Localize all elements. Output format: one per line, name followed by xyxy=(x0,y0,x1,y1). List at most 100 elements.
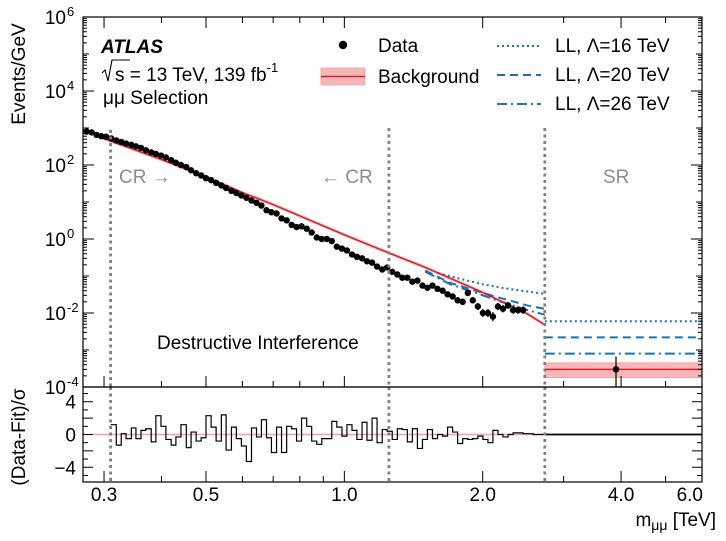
data-point xyxy=(399,274,406,281)
data-point xyxy=(202,174,210,182)
data-point xyxy=(318,235,325,243)
x-axis-title: mμμ [TeV] xyxy=(635,510,716,533)
x-tick-label: 0.5 xyxy=(193,485,219,506)
data-point xyxy=(177,161,185,169)
y-tick-label-exp: -2 xyxy=(67,300,79,315)
data-point xyxy=(278,215,285,222)
data-point xyxy=(404,274,411,281)
signal-curve-4 xyxy=(424,269,546,310)
data-point xyxy=(414,277,421,284)
data-point xyxy=(298,223,305,230)
legend-signal-20-label: LL, Λ=20 TeV xyxy=(555,65,670,86)
data-point xyxy=(394,271,401,278)
data-point xyxy=(348,251,356,258)
data-point xyxy=(293,223,300,231)
data-point xyxy=(238,192,245,199)
data-point xyxy=(248,197,255,204)
y-tick-label: 10 xyxy=(45,8,66,29)
data-point xyxy=(157,152,165,159)
signal-curve-3 xyxy=(437,272,545,295)
legend-signal-26-label: LL, Λ=26 TeV xyxy=(555,94,670,115)
ratio-y-tick-label: 0 xyxy=(65,426,76,447)
data-point xyxy=(118,138,125,146)
data-point xyxy=(113,137,120,144)
data-points xyxy=(83,128,620,387)
ratio-y-tick-label: 4 xyxy=(65,393,76,414)
data-point xyxy=(152,150,160,158)
data-point xyxy=(288,221,295,229)
legend-data-marker xyxy=(338,40,348,50)
legend-background-label: Background xyxy=(378,67,479,88)
x-tick-label: 6.0 xyxy=(677,485,703,506)
legend: Data Background LL, Λ=16 TeV LL, Λ=20 Te… xyxy=(320,36,670,115)
data-point xyxy=(98,133,105,140)
data-point xyxy=(469,297,476,304)
ratio-histogram xyxy=(110,414,702,463)
y-tick-label-exp: -4 xyxy=(67,374,79,389)
data-point xyxy=(489,313,497,320)
selection-label: μμ Selection xyxy=(103,88,208,109)
data-point xyxy=(263,207,270,214)
data-point xyxy=(268,209,275,216)
data-point xyxy=(333,243,341,250)
data-point xyxy=(313,234,320,241)
x-tick-label: 4.0 xyxy=(608,485,634,506)
data-point xyxy=(514,306,522,314)
data-point xyxy=(222,184,230,192)
data-point xyxy=(504,302,512,309)
interference-label: Destructive Interference xyxy=(157,333,359,354)
ratio-steps xyxy=(110,414,545,463)
data-point xyxy=(479,309,487,317)
data-point xyxy=(379,266,386,273)
data-point xyxy=(142,147,150,154)
data-point xyxy=(459,298,466,306)
data-point xyxy=(389,268,396,275)
background-band-cr xyxy=(86,128,545,327)
data-point xyxy=(353,253,361,261)
y-tick-label-exp: 6 xyxy=(67,4,74,19)
data-point xyxy=(243,194,250,201)
data-point xyxy=(197,172,205,179)
data-point xyxy=(122,140,130,147)
data-point xyxy=(499,305,507,312)
data-point xyxy=(368,259,376,266)
data-point xyxy=(233,189,240,197)
y-tick-label: 10 xyxy=(45,378,66,399)
data-point xyxy=(88,129,95,136)
background-line-cr xyxy=(86,129,546,326)
data-point xyxy=(429,282,436,289)
x-tick-label: 2.0 xyxy=(469,485,495,506)
y-tick-label-exp: 0 xyxy=(67,226,74,241)
y-tick-label: 10 xyxy=(45,82,66,103)
data-point xyxy=(424,284,431,291)
data-point xyxy=(434,285,441,293)
data-point xyxy=(258,202,265,209)
data-point xyxy=(612,366,620,373)
data-point xyxy=(328,237,335,245)
cr-right-label: CR → xyxy=(119,167,171,188)
ratio-y-tick-label: −4 xyxy=(54,458,76,479)
legend-data-label: Data xyxy=(378,36,419,57)
data-point xyxy=(167,156,175,164)
sr-label: SR xyxy=(603,167,629,188)
data-point xyxy=(303,225,310,232)
data-point xyxy=(162,154,170,161)
data-point xyxy=(102,133,110,140)
data-point xyxy=(228,187,235,195)
ratio-region-boundaries xyxy=(109,387,547,482)
signal-curves xyxy=(424,269,702,355)
svg-text:s = 13 TeV, 139 fb-1: s = 13 TeV, 139 fb-1 xyxy=(115,60,278,86)
region-boundaries xyxy=(109,128,547,387)
data-point xyxy=(183,163,190,171)
y-tick-label: 10 xyxy=(45,156,66,177)
data-point xyxy=(187,167,195,174)
data-point xyxy=(283,217,290,224)
data-point xyxy=(444,291,451,298)
legend-signal-16-label: LL, Λ=16 TeV xyxy=(555,36,670,57)
data-point xyxy=(323,235,331,243)
data-point xyxy=(253,199,260,207)
data-point xyxy=(212,179,220,187)
data-point xyxy=(207,176,215,184)
